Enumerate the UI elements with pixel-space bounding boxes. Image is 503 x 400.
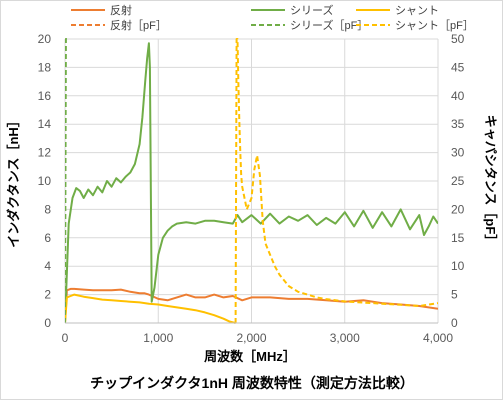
y-tick-label: 0 [44, 316, 51, 330]
y2-tick-label: 40 [451, 89, 465, 103]
series-line-4 [65, 38, 67, 324]
y2-tick-label: 0 [451, 316, 458, 330]
y-axis-title: インダクタンス［nH］ [6, 114, 21, 248]
series-line-5 [234, 38, 438, 324]
x-tick-label: 2,000 [236, 331, 266, 345]
y-tick-label: 2 [44, 288, 51, 302]
x-axis-title: 周波数［MHz］ [204, 349, 296, 364]
y-tick-label: 14 [38, 117, 52, 131]
y-tick-label: 16 [38, 89, 52, 103]
x-tick-label: 0 [62, 331, 69, 345]
chart-title: チップインダクタ1nH 周波数特性（測定方法比較） [90, 375, 414, 391]
series-line-1 [65, 42, 438, 324]
y2-tick-label: 50 [451, 32, 465, 46]
y2-tick-label: 25 [451, 174, 465, 188]
legend-label: シャント［pF］ [395, 19, 474, 32]
y2-tick-label: 20 [451, 202, 465, 216]
y2-axis-title: キャパシタンス［pF］ [483, 115, 498, 248]
y2-tick-label: 10 [451, 259, 465, 273]
y-tick-label: 18 [38, 60, 52, 74]
y-tick-label: 8 [44, 202, 51, 216]
y2-tick-label: 35 [451, 117, 465, 131]
y-tick-label: 12 [38, 146, 52, 160]
y2-tick-label: 30 [451, 146, 465, 160]
legend-label: シャント [395, 5, 439, 17]
y2-tick-label: 15 [451, 231, 465, 245]
legend-label: シリーズ [290, 3, 333, 17]
legend-label: 反射 [110, 3, 132, 17]
series-line-2 [65, 293, 236, 324]
y-tick-label: 10 [38, 174, 52, 188]
x-tick-label: 1,000 [143, 331, 173, 345]
x-tick-label: 4,000 [423, 331, 453, 345]
legend-label: シリーズ［pF］ [290, 18, 368, 32]
x-tick-label: 3,000 [330, 331, 360, 345]
y-tick-label: 20 [38, 32, 52, 46]
y2-tick-label: 5 [451, 288, 458, 302]
y-tick-label: 6 [44, 231, 51, 245]
y-tick-label: 4 [44, 259, 51, 273]
series-layer [65, 38, 438, 324]
y2-tick-label: 45 [451, 60, 465, 74]
legend-label: 反射［pF］ [110, 18, 167, 32]
